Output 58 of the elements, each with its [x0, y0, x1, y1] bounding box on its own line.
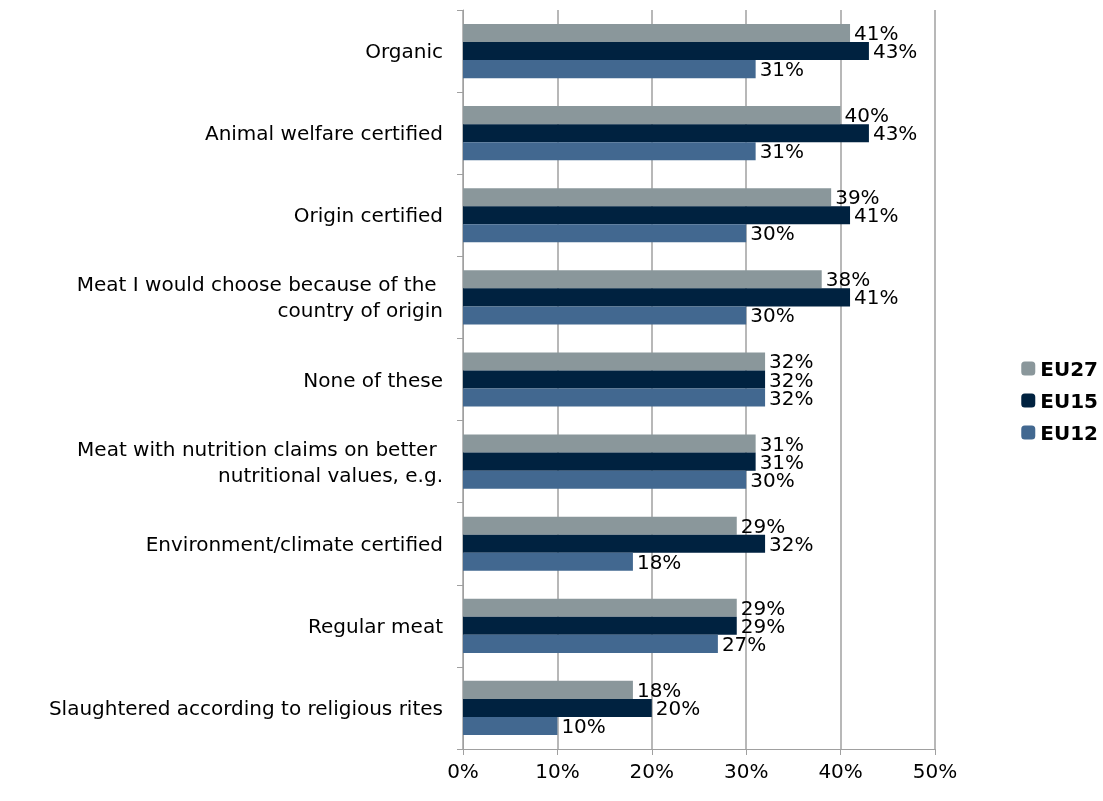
y-tick-label: Meat I would choose because of the country of origin — [76, 272, 443, 323]
x-tick-label: 20% — [629, 759, 675, 783]
y-tick-label: Regular meat — [308, 613, 444, 638]
bar — [463, 388, 766, 407]
bar — [463, 598, 737, 617]
x-tick-label: 40% — [818, 759, 863, 783]
x-tick-label: 0% — [447, 759, 479, 783]
bar — [463, 552, 633, 571]
x-tick-label: 50% — [912, 759, 958, 783]
bar — [463, 60, 756, 79]
x-tick-label: 10% — [535, 759, 580, 783]
y-tick-label: Slaughtered according to religious rites — [48, 695, 443, 720]
bar — [463, 306, 747, 325]
bar — [463, 106, 841, 125]
data-label: 18% — [636, 549, 682, 574]
y-tick-label: Environment/climate certified — [145, 531, 443, 556]
data-label: 30% — [750, 303, 795, 328]
bar — [463, 370, 766, 389]
bar — [463, 470, 747, 489]
bar — [463, 352, 766, 371]
bar — [463, 698, 652, 717]
bar — [463, 124, 869, 143]
data-label: 30% — [750, 221, 795, 246]
bar — [463, 206, 851, 225]
data-label: 31% — [759, 139, 805, 164]
data-label: 43% — [872, 121, 918, 146]
bar — [463, 716, 558, 736]
data-label: 29% — [740, 595, 786, 620]
legend-label: EU12 — [1040, 420, 1098, 445]
bar — [463, 224, 747, 243]
bar — [463, 534, 766, 553]
y-tick-label: None of these — [303, 367, 443, 392]
bar — [463, 188, 832, 207]
bar — [463, 634, 718, 653]
y-tick-label: Organic — [365, 39, 443, 64]
data-label: 41% — [854, 285, 899, 310]
bar — [463, 616, 737, 635]
bar — [463, 142, 756, 161]
y-tick-label: Origin certified — [293, 203, 443, 228]
bar — [463, 270, 822, 289]
bar — [463, 42, 869, 61]
legend-label: EU15 — [1040, 388, 1098, 413]
data-label: 10% — [561, 714, 606, 739]
bar — [463, 516, 737, 535]
data-label: 29% — [740, 513, 786, 538]
bar — [463, 288, 851, 307]
data-label: 18% — [636, 677, 682, 702]
bar — [463, 434, 756, 453]
y-tick-label: Animal welfare certified — [204, 121, 443, 146]
data-label: 31% — [759, 431, 805, 456]
bar — [463, 452, 756, 471]
bar — [463, 23, 851, 43]
data-label: 41% — [854, 203, 899, 228]
data-label: 31% — [759, 57, 805, 82]
bar — [463, 680, 633, 699]
x-tick-label: 30% — [723, 759, 769, 783]
y-tick-label: Meat with nutrition claims on better nutritional values, e.g. — [77, 436, 443, 487]
legend-label: EU27 — [1040, 356, 1098, 381]
